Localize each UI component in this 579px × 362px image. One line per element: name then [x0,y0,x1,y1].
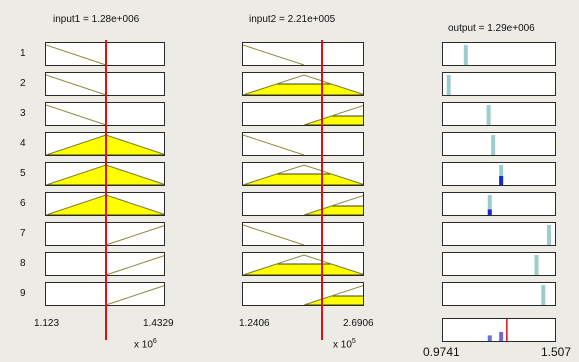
output-membership-bar [487,195,492,215]
input2-fired-area [303,295,363,305]
output-title: output = 1.29e+006 [448,23,535,34]
input1-title: input1 = 1.28e+006 [53,14,140,25]
input1-membership-line [105,285,164,305]
input1-min-label: 1.123 [34,318,60,329]
rule-number: 2 [20,78,26,89]
rule-number: 5 [20,168,26,179]
input2-membership-line [243,134,305,155]
aggregate-output-plot[interactable] [442,318,556,342]
output-rule-6-plot[interactable] [442,192,556,216]
input2-rule-5-plot[interactable] [242,162,364,186]
input1-exponent: x 106 [134,338,157,351]
input2-crisp-line[interactable] [321,40,323,340]
output-membership-bar [486,105,491,125]
input2-rule-1-plot[interactable] [242,42,364,66]
input1-crisp-line[interactable] [105,40,107,340]
input2-min-label: 1.2406 [239,318,270,329]
output-rule-8-plot[interactable] [442,252,556,276]
output-rule-5-plot[interactable] [442,162,556,186]
output-rule-1-plot[interactable] [442,42,556,66]
input2-membership-line [243,44,305,65]
rule-number: 4 [20,138,26,149]
output-rule-7-plot[interactable] [442,222,556,246]
input2-rule-6-plot[interactable] [242,192,364,216]
input2-rule-8-plot[interactable] [242,252,364,276]
rule-number: 9 [20,288,26,299]
aggregate-bar [487,335,492,341]
input1-max-label: 1.4329 [143,318,174,329]
input2-fired-area [303,115,363,125]
input2-rule-2-plot[interactable] [242,72,364,96]
aggregate-bar [499,332,504,341]
input1-membership-line [46,44,107,65]
rule-number: 7 [20,228,26,239]
input2-membership-line [243,254,363,275]
input2-membership-line [303,105,363,125]
output-rule-4-plot[interactable] [442,132,556,156]
input2-title: input2 = 2.21e+005 [249,14,336,25]
output-membership-bar [541,285,546,305]
input2-fired-area [303,205,363,215]
input2-membership-line [303,285,363,305]
output-rule-9-plot[interactable] [442,282,556,306]
output-membership-bar [446,75,451,95]
output-fired-bar [499,176,504,185]
input2-exponent: x 105 [333,338,356,351]
input2-rule-4-plot[interactable] [242,132,364,156]
output-fired-bar [487,209,492,215]
rule-number: 8 [20,258,26,269]
output-rule-2-plot[interactable] [442,72,556,96]
output-membership-bar [491,135,496,155]
output-membership-bar [499,165,504,185]
input1-membership-line [46,104,107,125]
input2-membership-line [243,74,363,95]
rule-number: 6 [20,198,26,209]
output-rule-3-plot[interactable] [442,102,556,126]
input2-rule-7-plot[interactable] [242,222,364,246]
input1-membership-line [105,225,164,245]
rule-number: 1 [20,48,26,59]
input2-membership-line [303,195,363,215]
input2-membership-line [243,224,305,245]
input1-membership-line [105,255,164,275]
output-membership-bar [534,255,539,275]
output-min-label: 0.9741 [423,345,460,359]
input1-membership-line [46,74,107,95]
input2-rule-3-plot[interactable] [242,102,364,126]
input2-max-label: 2.6906 [343,318,374,329]
output-max-label: 1.507 [541,345,572,359]
output-membership-bar [547,225,552,245]
output-membership-bar [463,45,468,65]
input2-rule-9-plot[interactable] [242,282,364,306]
rule-number: 3 [20,108,26,119]
input2-membership-line [243,164,363,185]
